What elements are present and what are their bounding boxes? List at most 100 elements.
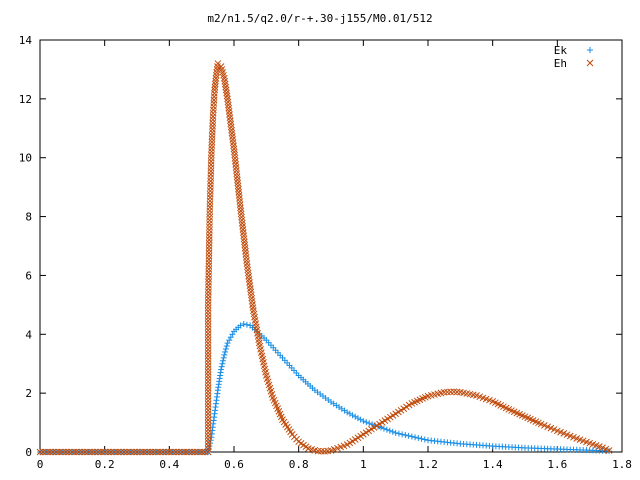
cross-marker bbox=[204, 336, 212, 344]
cross-marker bbox=[586, 59, 594, 67]
cross-marker bbox=[207, 167, 215, 175]
cross-marker bbox=[88, 448, 96, 456]
cross-marker bbox=[205, 265, 213, 273]
cross-marker bbox=[204, 304, 212, 312]
plus-marker bbox=[395, 430, 402, 437]
cross-marker bbox=[204, 387, 212, 395]
axis-tick-labels: 0 0.2 0.4 0.6 0.8 1 1.2 1.4 1.6 1.8 0 2 4 6 8 10 12 14 bbox=[19, 34, 632, 471]
cross-marker bbox=[204, 419, 212, 427]
x-tick-label: 1.6 bbox=[547, 458, 567, 471]
cross-marker bbox=[208, 138, 216, 146]
cross-marker bbox=[205, 252, 213, 260]
x-tick-label: 0.6 bbox=[224, 458, 244, 471]
plus-marker bbox=[418, 435, 425, 442]
cross-marker bbox=[204, 330, 212, 337]
plus-marker bbox=[363, 419, 370, 426]
cross-marker bbox=[204, 327, 212, 334]
plus-marker bbox=[386, 427, 393, 434]
chart-title: m2/n1.5/q2.0/r-+.30-j155/M0.01/512 bbox=[207, 12, 432, 25]
plot-frame bbox=[39, 39, 623, 453]
cross-marker bbox=[204, 410, 212, 417]
cross-marker bbox=[206, 194, 214, 201]
axis-ticks bbox=[39, 39, 623, 453]
cross-marker bbox=[208, 135, 216, 143]
plus-marker bbox=[220, 354, 227, 361]
plus-marker bbox=[349, 412, 356, 419]
legend-marker-ek bbox=[587, 47, 593, 53]
plus-marker bbox=[223, 343, 230, 350]
cross-marker bbox=[209, 116, 217, 124]
cross-marker bbox=[127, 448, 134, 456]
cross-marker bbox=[178, 448, 186, 456]
cross-marker bbox=[204, 320, 212, 328]
plus-marker bbox=[344, 409, 351, 416]
cross-marker bbox=[209, 122, 216, 130]
y-tick-label: 6 bbox=[25, 269, 32, 282]
plus-marker bbox=[369, 421, 376, 428]
cross-marker bbox=[143, 448, 151, 456]
cross-marker bbox=[204, 365, 212, 373]
cross-marker bbox=[130, 448, 138, 456]
cross-marker bbox=[114, 448, 121, 456]
y-tick-label: 8 bbox=[25, 211, 32, 224]
plus-marker bbox=[587, 47, 593, 53]
cross-marker bbox=[204, 407, 212, 414]
cross-marker bbox=[94, 448, 102, 456]
cross-marker bbox=[204, 403, 212, 411]
series-eh bbox=[36, 60, 613, 456]
cross-marker bbox=[207, 157, 215, 165]
cross-marker bbox=[204, 311, 212, 318]
plus-marker bbox=[346, 410, 353, 417]
series-layer bbox=[36, 60, 613, 456]
plus-marker bbox=[219, 360, 226, 367]
cross-marker bbox=[207, 181, 214, 188]
cross-marker bbox=[317, 447, 325, 455]
cross-marker bbox=[204, 397, 212, 405]
plus-marker bbox=[389, 428, 396, 435]
cross-marker bbox=[204, 375, 212, 382]
plus-marker bbox=[415, 435, 422, 442]
cross-marker bbox=[208, 129, 216, 136]
cross-marker bbox=[56, 448, 63, 456]
cross-marker bbox=[209, 125, 216, 133]
cross-marker bbox=[204, 423, 212, 430]
cross-marker bbox=[206, 207, 214, 215]
cross-marker bbox=[204, 291, 212, 299]
x-tick-label: 0.8 bbox=[289, 458, 309, 471]
plus-marker bbox=[402, 432, 409, 439]
cross-marker bbox=[204, 307, 212, 315]
x-tick-label: 1.8 bbox=[612, 458, 632, 471]
cross-marker bbox=[205, 259, 213, 266]
cross-marker bbox=[149, 448, 157, 456]
cross-marker bbox=[208, 151, 215, 159]
plus-marker bbox=[405, 432, 412, 439]
cross-marker bbox=[605, 447, 613, 454]
cross-marker bbox=[206, 204, 214, 211]
cross-marker bbox=[204, 323, 212, 331]
cross-marker bbox=[191, 448, 199, 456]
plus-marker bbox=[380, 425, 387, 432]
cross-marker bbox=[85, 448, 92, 456]
series-ek bbox=[37, 320, 613, 455]
cross-marker bbox=[207, 164, 215, 172]
legend-label-ek: Ek bbox=[554, 44, 568, 57]
cross-marker bbox=[206, 187, 214, 195]
cross-marker bbox=[159, 448, 167, 456]
cross-marker bbox=[204, 371, 212, 379]
plus-marker bbox=[222, 348, 229, 355]
cross-marker bbox=[72, 448, 79, 456]
plus-marker bbox=[412, 434, 419, 441]
cross-marker bbox=[204, 384, 212, 392]
cross-marker bbox=[185, 448, 193, 456]
plus-marker bbox=[357, 416, 364, 423]
cross-marker bbox=[204, 317, 212, 325]
cross-marker bbox=[153, 448, 160, 456]
cross-marker bbox=[206, 200, 214, 208]
cross-marker bbox=[204, 346, 212, 353]
cross-marker bbox=[204, 355, 212, 363]
cross-marker bbox=[205, 272, 212, 279]
cross-marker bbox=[205, 282, 212, 289]
cross-marker bbox=[204, 442, 212, 449]
cross-marker bbox=[204, 448, 212, 456]
cross-marker bbox=[123, 448, 131, 456]
